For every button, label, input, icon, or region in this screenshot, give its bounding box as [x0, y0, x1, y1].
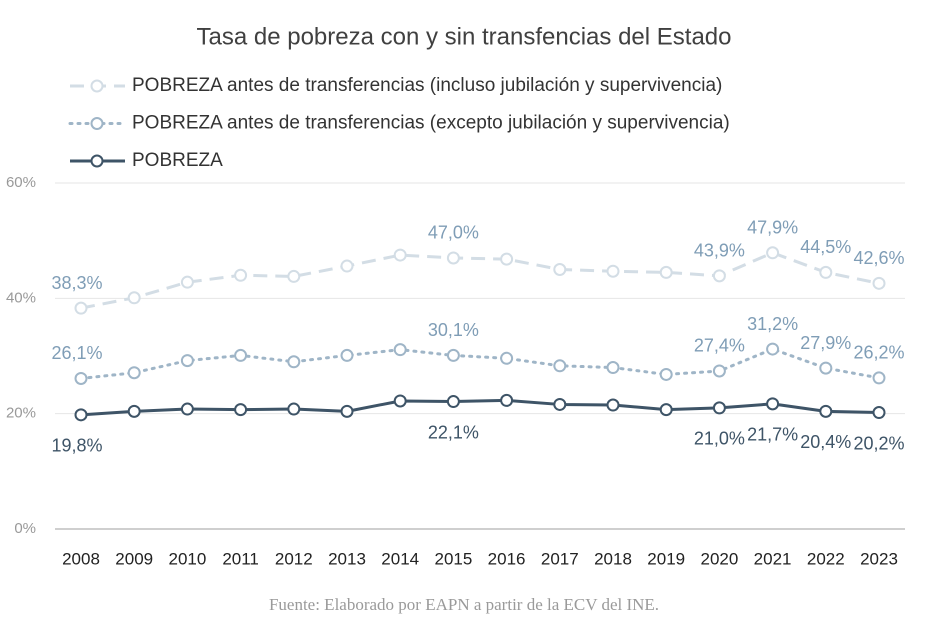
data-point: [446, 395, 460, 409]
data-point: [287, 402, 301, 416]
x-tick-label: 2012: [275, 549, 313, 568]
legend-marker: [90, 154, 104, 168]
data-point: [712, 364, 726, 378]
data-point: [766, 397, 780, 411]
source-note: Fuente: Elaborado por EAPN a partir de l…: [269, 595, 659, 614]
x-tick-label: 2017: [541, 549, 579, 568]
y-tick-label: 40%: [6, 289, 36, 306]
data-point: [340, 348, 354, 362]
series-line: [80, 398, 880, 417]
data-point: [606, 361, 620, 375]
data-point: [500, 252, 514, 266]
legend-label: POBREZA: [132, 150, 223, 171]
data-point: [659, 403, 673, 417]
data-point: [500, 351, 514, 365]
data-point: [872, 406, 886, 420]
data-label: 27,9%: [800, 333, 851, 353]
data-point: [659, 265, 673, 279]
data-point: [180, 402, 194, 416]
data-point: [180, 354, 194, 368]
data-point: [446, 348, 460, 362]
data-label: 47,0%: [428, 223, 479, 243]
x-tick-label: 2008: [62, 549, 100, 568]
chart-title: Tasa de pobreza con y sin transfencias d…: [197, 23, 732, 50]
x-tick-label: 2018: [594, 549, 632, 568]
x-tick-label: 2014: [381, 549, 419, 568]
data-point: [127, 404, 141, 418]
x-tick-label: 2022: [807, 549, 845, 568]
data-point: [340, 259, 354, 273]
data-label: 20,4%: [800, 432, 851, 452]
data-label: 44,5%: [800, 237, 851, 257]
data-point: [234, 268, 248, 282]
data-point: [393, 394, 407, 408]
series-line: [79, 347, 881, 380]
data-label: 22,1%: [428, 422, 479, 442]
data-point: [659, 367, 673, 381]
data-point: [127, 291, 141, 305]
data-point: [74, 408, 88, 422]
data-point: [127, 366, 141, 380]
data-point: [872, 276, 886, 290]
data-point: [287, 269, 301, 283]
data-point: [606, 264, 620, 278]
x-tick-label: 2015: [434, 549, 472, 568]
data-label: 19,8%: [51, 436, 102, 456]
legend-label: POBREZA antes de transferencias (excepto…: [132, 113, 730, 134]
y-tick-label: 0%: [14, 520, 36, 537]
data-point: [234, 403, 248, 417]
data-point: [74, 371, 88, 385]
data-label: 21,7%: [747, 425, 798, 445]
data-point: [712, 269, 726, 283]
data-label: 20,2%: [853, 433, 904, 453]
data-point: [553, 397, 567, 411]
data-point: [180, 275, 194, 289]
x-tick-label: 2019: [647, 549, 685, 568]
data-point: [340, 404, 354, 418]
data-point: [606, 398, 620, 412]
x-tick-label: 2020: [700, 549, 738, 568]
y-tick-label: 20%: [6, 405, 36, 422]
x-tick-label: 2009: [115, 549, 153, 568]
data-label: 47,9%: [747, 218, 798, 238]
data-point: [872, 371, 886, 385]
data-label: 38,3%: [51, 273, 102, 293]
data-label: 42,6%: [853, 248, 904, 268]
y-tick-label: 60%: [6, 174, 36, 191]
series-line: [80, 251, 880, 310]
data-point: [819, 361, 833, 375]
data-label: 27,4%: [694, 336, 745, 356]
x-tick-label: 2011: [222, 549, 259, 568]
data-point: [819, 265, 833, 279]
data-point: [712, 401, 726, 415]
x-tick-label: 2010: [168, 549, 206, 568]
data-point: [234, 348, 248, 362]
data-point: [553, 359, 567, 373]
data-point: [446, 251, 460, 265]
data-label: 43,9%: [694, 241, 745, 261]
data-point: [74, 301, 88, 315]
data-label: 26,1%: [51, 343, 102, 363]
x-tick-label: 2016: [488, 549, 526, 568]
data-point: [287, 355, 301, 369]
data-label: 31,2%: [747, 314, 798, 334]
legend-marker: [90, 117, 104, 130]
x-tick-label: 2023: [860, 549, 898, 568]
data-point: [766, 342, 780, 356]
data-label: 26,2%: [853, 343, 904, 363]
x-tick-label: 2013: [328, 549, 366, 568]
x-tick-label: 2021: [754, 549, 792, 568]
data-point: [766, 246, 780, 260]
data-label: 21,0%: [694, 429, 745, 449]
data-point: [500, 393, 514, 407]
legend-marker: [90, 79, 104, 93]
data-point: [393, 248, 407, 262]
data-point: [819, 404, 833, 418]
data-point: [553, 263, 567, 276]
data-label: 30,1%: [428, 320, 479, 340]
legend-label: POBREZA antes de transferencias (incluso…: [132, 75, 722, 96]
data-point: [393, 343, 407, 357]
